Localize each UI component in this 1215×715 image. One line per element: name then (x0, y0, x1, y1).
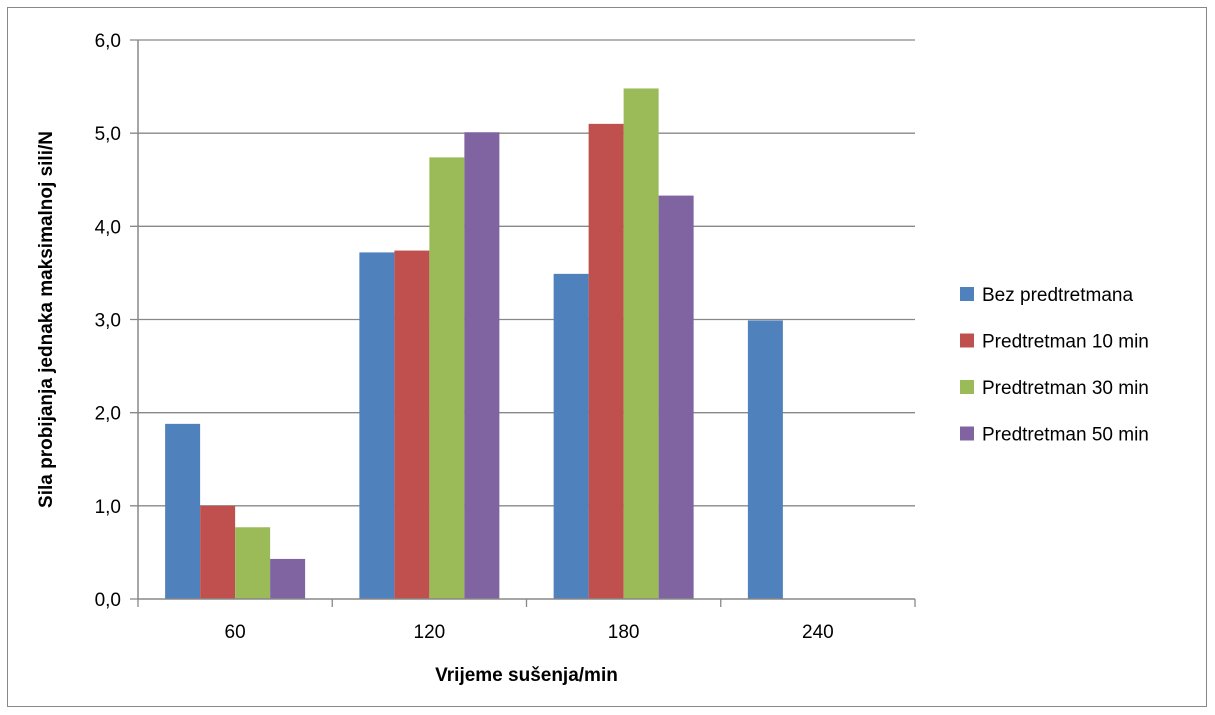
bar (359, 252, 395, 600)
y-tick-label: 2,0 (95, 404, 121, 425)
y-tick-labels: 0,0 1,0 2,0 3,0 4,0 5,0 6,0 (95, 31, 121, 611)
bar (747, 320, 783, 599)
legend: Bez predtretmana Predtretman 10 min Predtr… (960, 285, 1149, 446)
bar (623, 88, 659, 600)
gridlines (130, 39, 915, 600)
bar (429, 157, 465, 599)
y-tick-label: 0,0 (95, 590, 121, 611)
y-tick-label: 3,0 (95, 311, 121, 332)
legend-label: Bez predtretmana (982, 285, 1133, 306)
bar (235, 527, 271, 599)
bar (270, 558, 306, 599)
legend-label: Predtretman 50 min (982, 425, 1149, 446)
bar (464, 132, 500, 600)
x-tick-label: 120 (414, 622, 446, 643)
bar (165, 423, 201, 599)
x-axis-title: Vrijeme sušenja/min (435, 665, 618, 686)
y-tick-label: 1,0 (95, 497, 121, 518)
bars (165, 88, 783, 600)
bar (394, 250, 430, 599)
y-tick-label: 6,0 (95, 31, 121, 52)
legend-swatch (960, 287, 974, 301)
x-tick-label: 180 (608, 622, 640, 643)
legend-swatch (960, 380, 974, 394)
x-tick-label: 240 (802, 622, 834, 643)
bar (200, 505, 236, 599)
legend-swatch (960, 333, 974, 348)
bar (553, 273, 589, 599)
y-tick-label: 4,0 (95, 217, 121, 238)
legend-label: Predtretman 10 min (982, 332, 1149, 353)
x-tick-labels: 60 120 180 240 (137, 599, 916, 643)
legend-label: Predtretman 30 min (982, 378, 1149, 399)
y-tick-label: 5,0 (95, 124, 121, 145)
x-tick-label: 60 (225, 622, 246, 643)
bar (588, 123, 624, 599)
y-axis-title: Sila probijanja jednaka maksimalnoj sili… (36, 131, 57, 508)
legend-swatch (960, 426, 974, 441)
bar (658, 195, 694, 600)
